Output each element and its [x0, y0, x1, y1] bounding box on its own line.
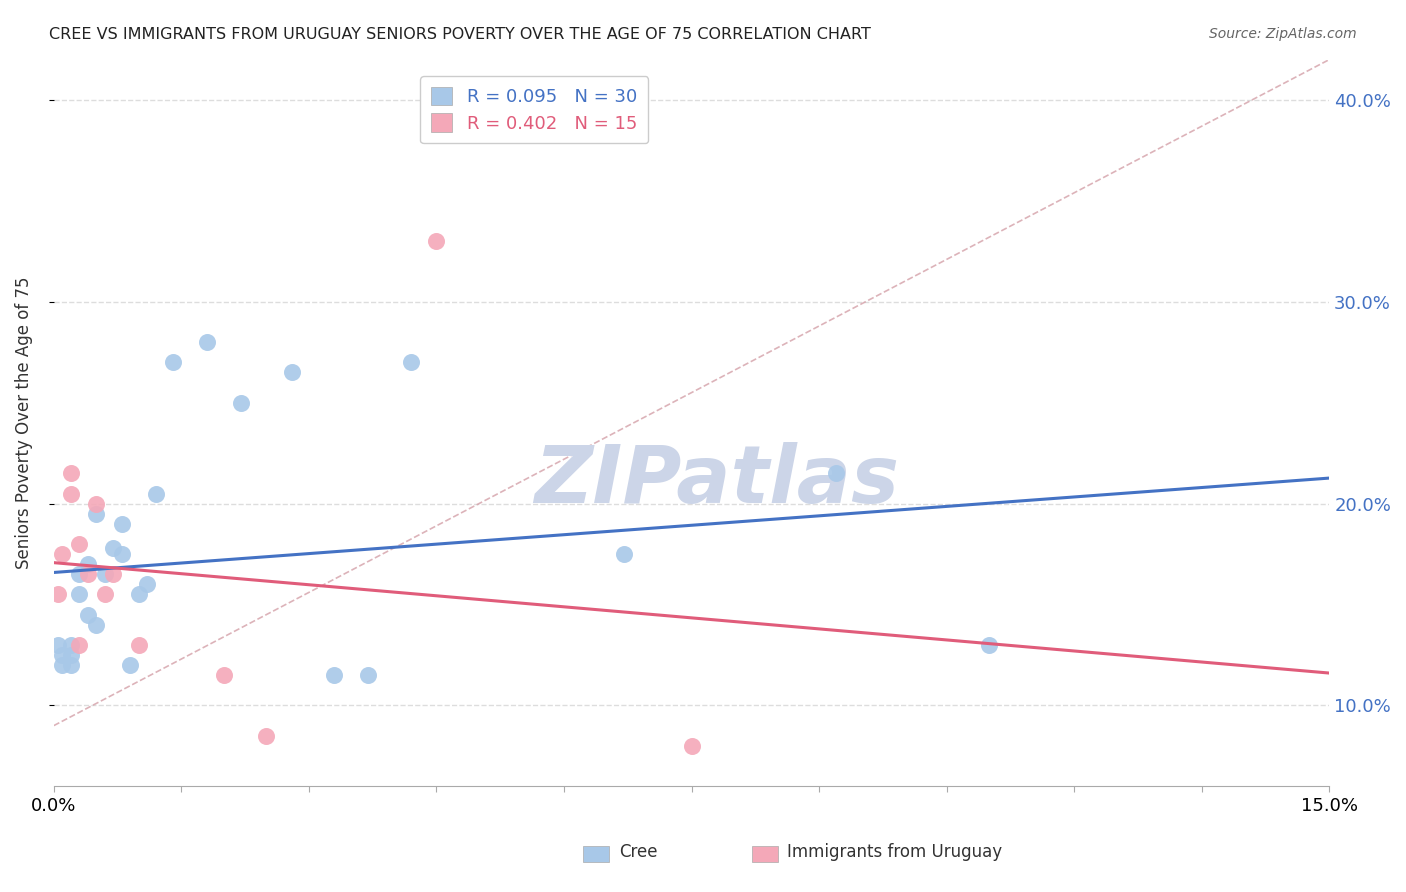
Text: Source: ZipAtlas.com: Source: ZipAtlas.com	[1209, 27, 1357, 41]
Point	[323, 668, 346, 682]
Point	[59, 638, 82, 652]
Point	[59, 648, 82, 662]
Point	[281, 366, 304, 380]
Point	[145, 486, 167, 500]
Text: Cree: Cree	[619, 843, 657, 861]
Text: Immigrants from Uruguay: Immigrants from Uruguay	[787, 843, 1002, 861]
Point	[162, 355, 184, 369]
Point	[128, 638, 150, 652]
Point	[357, 668, 380, 682]
Point	[46, 587, 69, 601]
Point	[128, 587, 150, 601]
Point	[51, 648, 73, 662]
Point	[212, 668, 235, 682]
Text: ZIPatlas: ZIPatlas	[534, 442, 900, 520]
Point	[67, 537, 90, 551]
Point	[86, 617, 108, 632]
Point	[59, 467, 82, 481]
Point	[86, 497, 108, 511]
Point	[111, 547, 134, 561]
Point	[979, 638, 1001, 652]
Point	[51, 547, 73, 561]
Point	[399, 355, 422, 369]
Point	[67, 587, 90, 601]
Point	[425, 234, 447, 248]
Point	[94, 567, 117, 582]
Point	[94, 587, 117, 601]
Point	[59, 658, 82, 673]
Point	[76, 557, 98, 571]
Point	[46, 638, 69, 652]
Point	[103, 567, 125, 582]
Point	[76, 567, 98, 582]
Point	[67, 567, 90, 582]
Point	[254, 729, 277, 743]
Y-axis label: Seniors Poverty Over the Age of 75: Seniors Poverty Over the Age of 75	[15, 277, 32, 569]
Point	[111, 516, 134, 531]
Point	[103, 541, 125, 555]
Point	[51, 658, 73, 673]
Point	[59, 486, 82, 500]
Point	[195, 335, 218, 350]
Point	[229, 395, 252, 409]
Legend: R = 0.095   N = 30, R = 0.402   N = 15: R = 0.095 N = 30, R = 0.402 N = 15	[420, 76, 648, 144]
Point	[136, 577, 159, 591]
Text: CREE VS IMMIGRANTS FROM URUGUAY SENIORS POVERTY OVER THE AGE OF 75 CORRELATION C: CREE VS IMMIGRANTS FROM URUGUAY SENIORS …	[49, 27, 872, 42]
Point	[86, 507, 108, 521]
Point	[67, 638, 90, 652]
Point	[76, 607, 98, 622]
Point	[681, 739, 703, 753]
Point	[120, 658, 142, 673]
Point	[825, 467, 848, 481]
Point	[612, 547, 634, 561]
